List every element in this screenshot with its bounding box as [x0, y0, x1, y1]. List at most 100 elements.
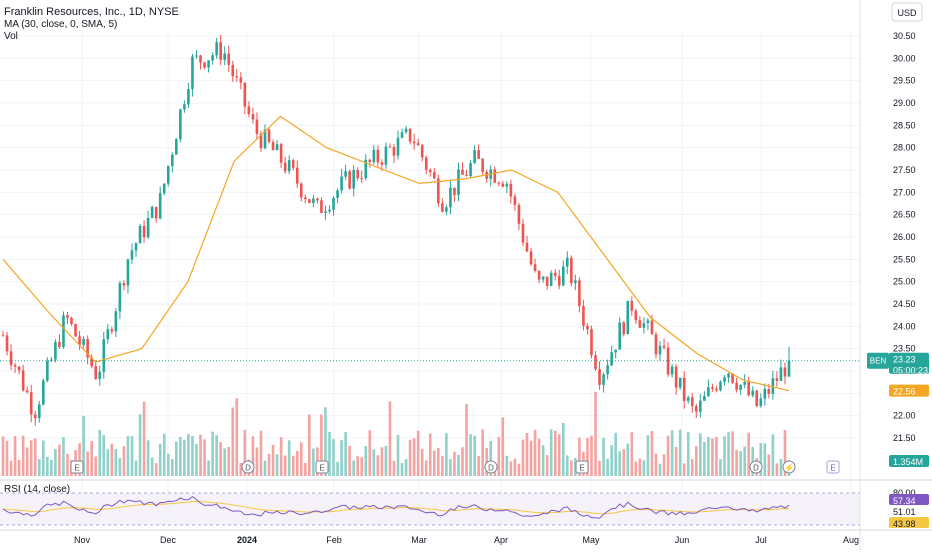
event-marker[interactable]: ⚡	[782, 460, 796, 474]
volume-bar	[82, 416, 85, 476]
candle-body	[271, 141, 275, 151]
volume-bar	[541, 445, 545, 476]
volume-bar	[340, 440, 343, 476]
volume-bar	[54, 448, 57, 476]
volume-bar	[372, 449, 376, 476]
candle-body	[388, 146, 392, 148]
rsi-ma-line	[2, 500, 790, 515]
candle-body	[146, 217, 150, 238]
candle-body	[602, 374, 605, 385]
volume-bar	[162, 433, 166, 476]
volume-bar	[606, 458, 609, 476]
candle-body	[694, 406, 698, 412]
candle-body	[215, 42, 218, 56]
event-marker[interactable]: E	[70, 460, 84, 474]
event-marker[interactable]: E	[315, 460, 329, 474]
candle-body	[642, 323, 646, 328]
ticker-tag: BEN	[867, 352, 889, 369]
candle-body	[1, 335, 5, 337]
event-marker[interactable]: D	[484, 460, 498, 474]
volume-bar	[130, 436, 134, 476]
volume-bar	[731, 431, 734, 476]
ticker-tag-bg	[867, 352, 889, 369]
candle-body	[50, 359, 53, 361]
volume-bar	[352, 460, 355, 476]
candle-body	[304, 197, 307, 200]
volume-bar	[66, 453, 69, 476]
candle-body	[33, 414, 37, 419]
volume-bar	[98, 429, 102, 476]
candle-body	[82, 338, 85, 345]
candle-body	[630, 300, 634, 311]
volume-bar	[743, 446, 746, 476]
volume-bar	[570, 460, 573, 476]
candle-body	[517, 204, 521, 224]
volume-bar	[678, 429, 682, 476]
time-axis-label: Jun	[675, 535, 690, 545]
volume-bar	[735, 449, 738, 476]
volume-bar	[114, 448, 118, 476]
candle-body	[678, 377, 682, 388]
candle-body	[594, 355, 597, 370]
event-marker-label: E	[830, 464, 835, 473]
volume-bar	[102, 435, 106, 476]
volume-bar	[489, 440, 493, 476]
event-marker[interactable]: E	[826, 460, 840, 474]
event-marker[interactable]: D	[749, 460, 763, 474]
rsi-lower-badge: 43.98	[889, 517, 929, 529]
volume-bar	[610, 445, 613, 476]
volume-bar	[58, 444, 61, 476]
candle-body	[570, 257, 573, 284]
volume-bar	[1, 436, 5, 476]
volume-bar	[295, 450, 299, 476]
volume-bar	[239, 462, 243, 476]
price-tick-label: 30.00	[893, 53, 916, 63]
candle-body	[336, 190, 339, 198]
legend-symbol-line: Franklin Resources, Inc., 1D, NYSE	[4, 6, 179, 18]
volume-bar	[509, 461, 513, 476]
volume-bar	[646, 435, 650, 476]
event-marker-shape	[70, 460, 84, 474]
currency-button[interactable]: USD	[891, 2, 923, 22]
volume-bar	[235, 398, 239, 476]
time-axis-label: Feb	[326, 535, 342, 545]
volume-bar	[259, 430, 263, 476]
volume-bar	[626, 443, 630, 476]
candle-body	[767, 389, 771, 394]
event-marker[interactable]: D	[241, 460, 255, 474]
volume-bar	[203, 439, 206, 476]
price-tick-label: 21.50	[893, 433, 916, 443]
time-axis-label: Jul	[755, 535, 767, 545]
candle-body	[618, 322, 622, 350]
candle-body	[707, 387, 710, 396]
legend-ma-line: MA (30, close, 0, SMA, 5)	[4, 19, 117, 30]
volume-bar	[62, 437, 65, 476]
candle-body	[324, 211, 327, 213]
volume-bar	[469, 434, 472, 476]
volume-bar	[110, 443, 114, 476]
candle-body	[283, 162, 287, 172]
candle-body	[638, 320, 642, 328]
time-axis-label: May	[582, 535, 600, 545]
price-tick-label: 25.50	[893, 254, 916, 264]
volume-bar	[78, 443, 81, 476]
volume-bar	[287, 440, 291, 476]
event-marker-label: E	[74, 464, 79, 473]
candle-body	[25, 390, 29, 393]
candle-body	[259, 133, 263, 149]
volume-badge-text: 1.354M	[893, 457, 923, 467]
candle-body	[142, 225, 146, 238]
rsi-lower-badge-bg	[889, 517, 929, 528]
volume-bar	[525, 432, 529, 476]
candle-body	[473, 150, 476, 164]
volume-bar	[388, 401, 392, 476]
volume-bar	[227, 446, 231, 476]
candle-body	[711, 387, 714, 389]
candle-body	[183, 104, 186, 110]
volume-bar	[279, 437, 283, 476]
event-marker[interactable]: E	[575, 460, 589, 474]
volume-bar	[308, 414, 311, 476]
volume-bar	[251, 436, 255, 476]
